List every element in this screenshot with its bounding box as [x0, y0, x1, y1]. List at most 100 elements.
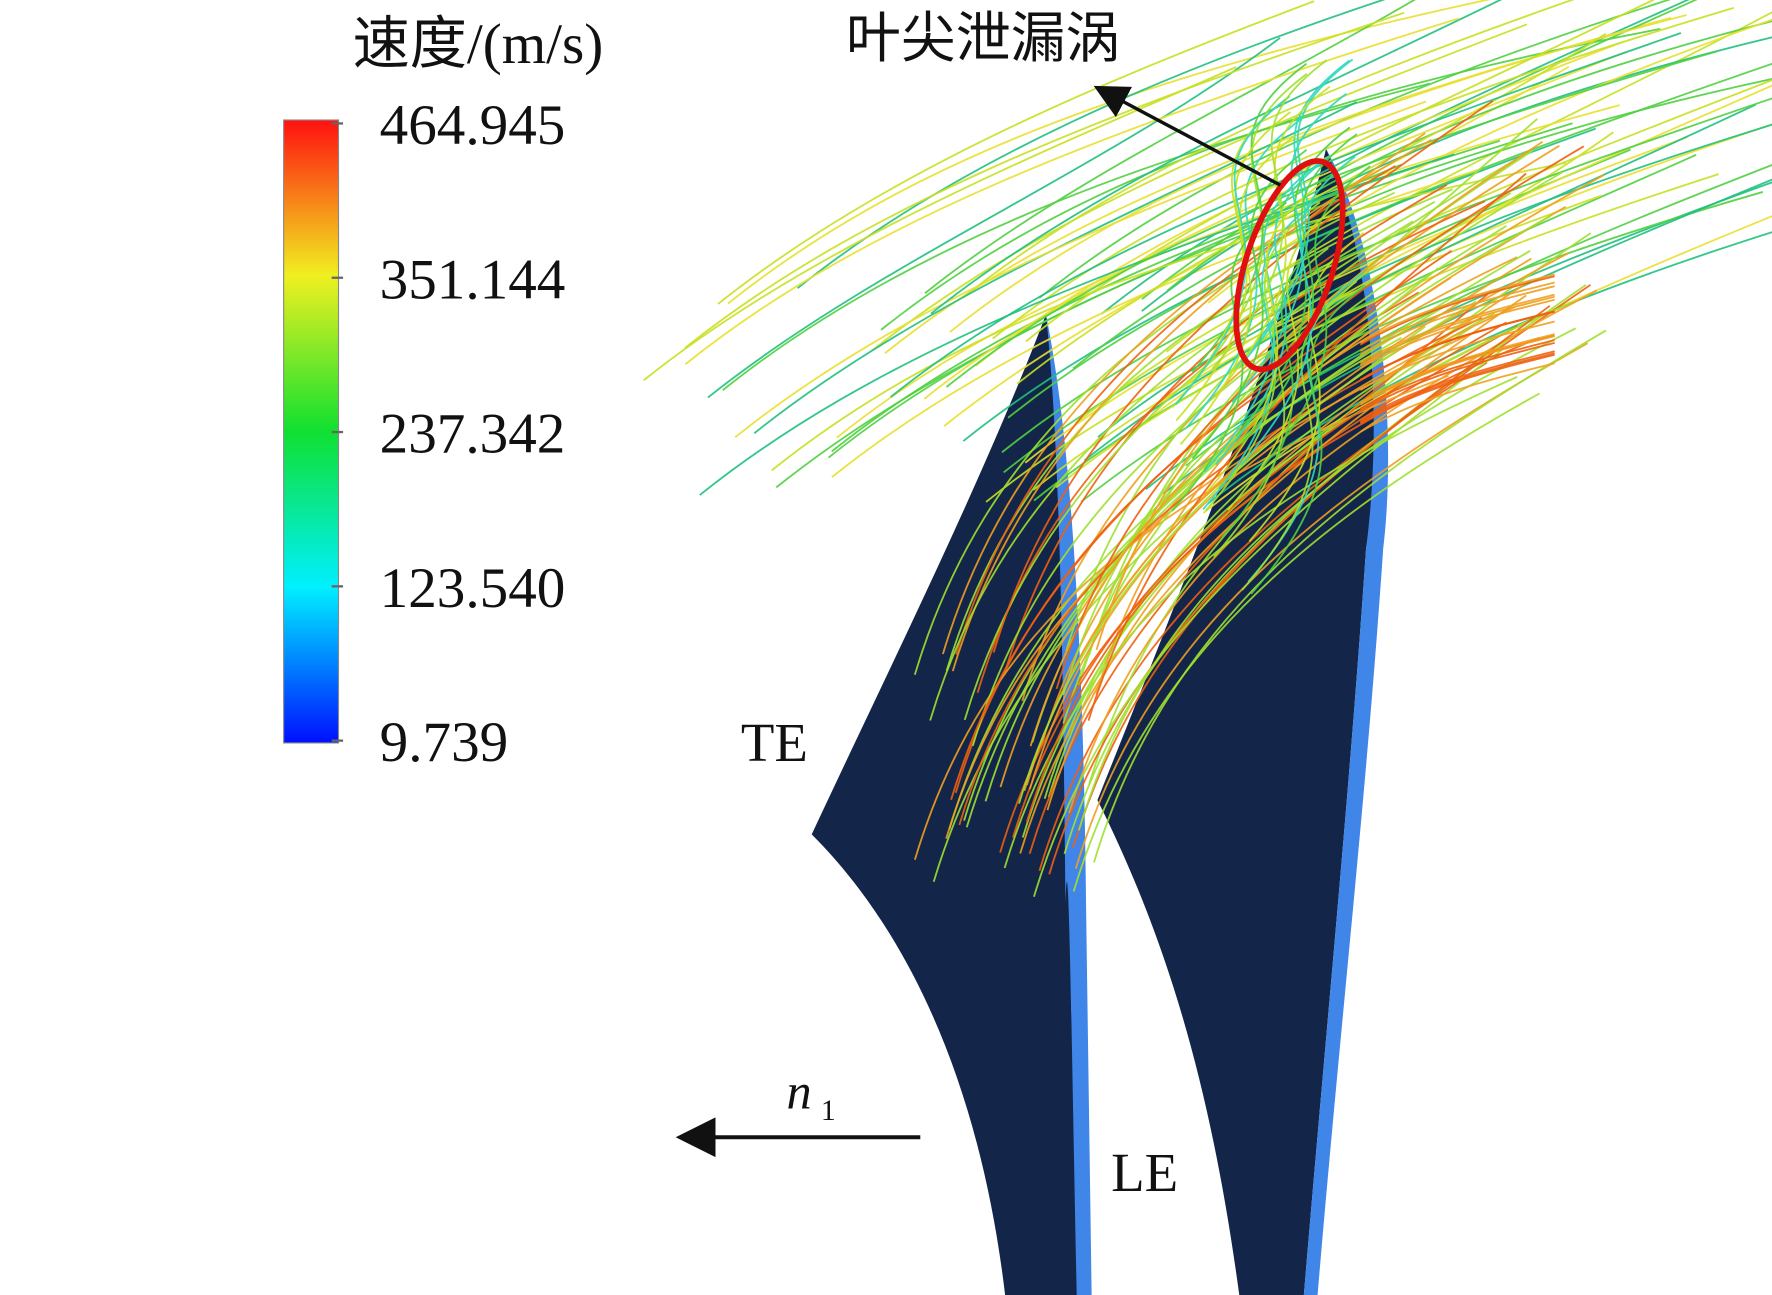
streamline [963, 220, 1414, 721]
streamline [1004, 184, 1448, 673]
colorbar-tick-label: 123.540 [380, 557, 566, 620]
streamline [1028, 306, 1515, 790]
streamline [1250, 284, 1366, 595]
streamline [1359, 333, 1555, 404]
streamline [722, 82, 1430, 391]
streamline [1359, 281, 1555, 352]
blade-right [1097, 148, 1377, 1295]
colorbar-tick-label: 351.144 [380, 248, 566, 311]
streamline [831, 168, 1480, 478]
streamline [1141, 36, 1772, 312]
streamline [913, 191, 1395, 675]
colorbar-tick-label: 9.739 [380, 711, 509, 774]
streamline [923, 51, 1626, 400]
streamline [1214, 85, 1331, 396]
blade-left [811, 314, 1081, 1295]
streamline [1095, 140, 1544, 651]
streamline [1359, 293, 1555, 364]
streamline [1241, 133, 1358, 444]
streamline [1080, 191, 1764, 503]
streamline [771, 161, 1567, 472]
streamline [924, 0, 1416, 294]
streamline [1359, 342, 1555, 413]
streamline [1359, 275, 1555, 346]
streamline [684, 17, 1460, 365]
streamline [951, 132, 1426, 672]
streamline [1215, 155, 1331, 466]
streamline [1145, 181, 1772, 491]
streamline [1019, 294, 1527, 854]
vortex-marker [1233, 158, 1346, 373]
streamline [1048, 305, 1551, 875]
streamline [1255, 165, 1371, 476]
streamline [1359, 295, 1555, 367]
streamline [1001, 97, 1772, 454]
streamline [1359, 362, 1555, 433]
streamline [890, 32, 1682, 398]
streamline [1101, 0, 1690, 315]
streamline [1012, 321, 1507, 838]
streamline [1359, 310, 1555, 381]
le-label: LE [1111, 1142, 1178, 1203]
te-label: TE [741, 712, 808, 773]
streamline [707, 37, 1281, 399]
streamline [949, 14, 1687, 333]
streamline [1240, 155, 1356, 466]
streamline [1248, 232, 1365, 543]
streamline [942, 138, 1433, 655]
streamline [1231, 93, 1347, 403]
streamline [797, 0, 1386, 289]
streamline [1025, 0, 1656, 343]
rotation-subscript: 1 [821, 1095, 836, 1127]
streamline [971, 192, 1512, 747]
colorbar-ticks: 464.945 351.144 237.342 123.540 9.739 [331, 94, 566, 774]
streamline [1359, 320, 1555, 391]
colorbar-tick-label: 464.945 [380, 94, 566, 157]
streamline [950, 250, 1453, 801]
streamline [1072, 78, 1772, 370]
streamline [1018, 300, 1477, 804]
rotation-label: n [787, 1064, 812, 1120]
streamline [871, 23, 1528, 352]
streamline [1237, 58, 1354, 369]
streamline [1083, 103, 1757, 462]
streamline [1077, 118, 1538, 686]
streamline [930, 0, 1503, 315]
colorbar-title: 速度/(m/s) [353, 13, 604, 76]
streamline [962, 0, 1575, 299]
streamline [929, 201, 1436, 721]
streamline [984, 250, 1531, 802]
streamline [1097, 123, 1772, 438]
streamline [1166, 20, 1772, 292]
streamline [1359, 285, 1555, 356]
streamline [1174, 95, 1291, 406]
streamline [1072, 392, 1541, 892]
colorbar-tick-label: 237.342 [380, 403, 566, 466]
streamline [1234, 59, 1350, 370]
streamline [1359, 350, 1555, 421]
streamline [1359, 335, 1555, 406]
streamline [1191, 62, 1308, 373]
streamline [1033, 153, 1697, 502]
colorbar [283, 119, 340, 744]
vortex-label: 叶尖泄漏涡 [846, 8, 1120, 69]
streamline [1055, 145, 1585, 690]
vortex-arrow [1093, 85, 1282, 187]
streamline [1359, 353, 1555, 425]
streamline [1359, 339, 1555, 410]
streamline [1003, 376, 1518, 869]
streamline [734, 100, 1427, 438]
streamline [1359, 273, 1555, 344]
streamline [699, 153, 1455, 496]
streamline [684, 11, 1405, 349]
streamline [992, 100, 1494, 653]
streamline [1043, 302, 1572, 799]
streamline [717, 0, 1315, 305]
streamline [1033, 347, 1505, 897]
streamline [1029, 256, 1518, 747]
streamline [945, 50, 1718, 388]
streamline [1203, 162, 1320, 473]
streamline [1359, 352, 1555, 423]
streamline [1359, 298, 1555, 370]
